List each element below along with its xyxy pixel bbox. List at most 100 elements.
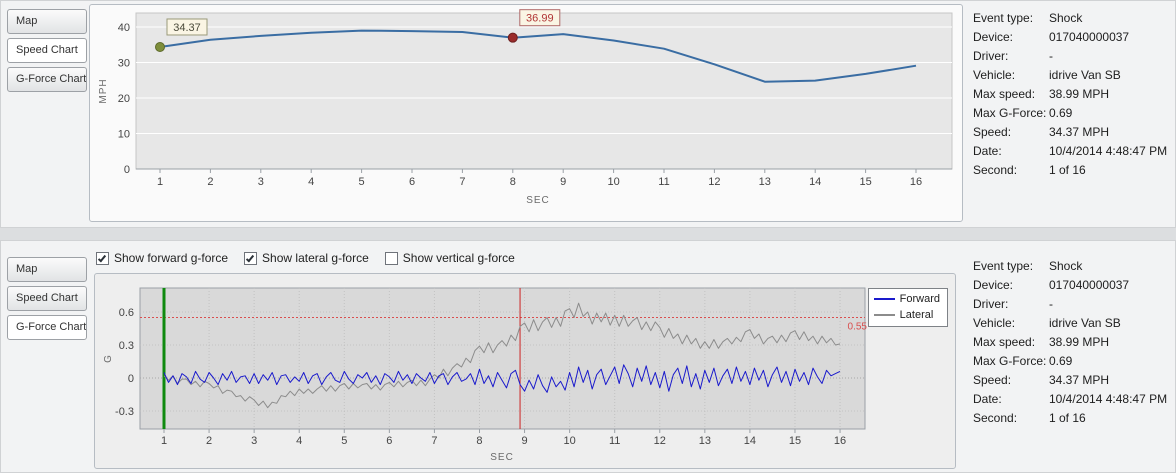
svg-text:0: 0 [128, 373, 134, 385]
svg-text:15: 15 [789, 435, 801, 447]
info-value: 0.69 [1049, 106, 1073, 120]
info-value: 0.69 [1049, 354, 1073, 368]
svg-text:20: 20 [118, 93, 130, 105]
info-row-driver: Driver: - [973, 49, 1167, 63]
gforce-checkbox-row: Show forward g-force Show lateral g-force… [96, 249, 531, 267]
svg-text:12: 12 [708, 176, 720, 188]
speed-chart: 1 2 3 4 5 6 7 8 9 10 11 12 13 14 15 16010203040MPHSEC34… [98, 9, 953, 206]
check-icon [97, 253, 107, 262]
tab-g-force-chart[interactable]: G-Force Chart [7, 67, 87, 92]
info-value: 017040000037 [1049, 278, 1130, 292]
info-label: Vehicle: [973, 68, 1016, 82]
info-value: 38.99 MPH [1049, 335, 1110, 349]
speed-chart-panel: Map Speed Chart G-Force Chart 1 2 3 4 5 6 7 8 9 10 1… [0, 0, 1176, 228]
svg-text:7: 7 [459, 176, 465, 188]
checkbox-show-forward-g-force[interactable]: Show forward g-force [96, 251, 228, 265]
tab-map[interactable]: Map [7, 257, 87, 282]
info-label: Driver: [973, 297, 1009, 311]
svg-text:6: 6 [386, 435, 392, 447]
tab-speed-chart[interactable]: Speed Chart [7, 286, 87, 311]
tab-map[interactable]: Map [7, 9, 87, 34]
svg-text:9: 9 [521, 435, 527, 447]
info-row-second: Second: 1 of 16 [973, 163, 1167, 177]
svg-text:7: 7 [431, 435, 437, 447]
checkbox-show-vertical-g-force[interactable]: Show vertical g-force [384, 251, 515, 265]
checkbox-box[interactable] [244, 251, 258, 265]
info-row-device: Device: 017040000037 [973, 278, 1167, 292]
gforce-chart-box: 0.55 1 2 3 4 5 6 7 8 9 10 11 12 13 14 15 16 -0.3 0 0.3 0.6 G S… [94, 273, 956, 469]
gforce-plot-area[interactable] [139, 287, 866, 430]
gforce-x-axis-label: SEC [490, 452, 514, 463]
info-value: - [1049, 49, 1053, 63]
tab-g-force-chart[interactable]: G-Force Chart [7, 315, 87, 340]
speed-gridlines [136, 26, 952, 134]
speed-y-tick-labels: 0 10 20 30 40 [118, 22, 130, 176]
svg-text:0.3: 0.3 [119, 340, 134, 352]
info-value: idrive Van SB [1049, 316, 1121, 330]
tab-strip-bottom: Map Speed Chart G-Force Chart [7, 257, 87, 344]
info-label: Max speed: [973, 335, 1036, 349]
info-row-max-speed: Max speed: 38.99 MPH [973, 87, 1167, 101]
info-row-speed: Speed: 34.37 MPH [973, 373, 1167, 387]
info-value: 10/4/2014 4:48:47 PM [1049, 144, 1168, 158]
svg-text:5: 5 [341, 435, 347, 447]
info-row-event-type: Event type: Shock [973, 259, 1167, 273]
svg-text:30: 30 [118, 58, 130, 70]
check-icon [245, 253, 255, 262]
svg-text:6: 6 [409, 176, 415, 188]
checkbox-box[interactable] [384, 251, 398, 265]
speed-y-axis-label: MPH [98, 78, 109, 103]
svg-text:13: 13 [699, 435, 711, 447]
speed-plot-area[interactable] [135, 12, 953, 170]
svg-text:14: 14 [809, 176, 821, 188]
gforce-legend: Forward Lateral [867, 288, 948, 327]
checkbox-show-lateral-g-force[interactable]: Show lateral g-force [244, 251, 369, 265]
svg-text:1: 1 [157, 176, 163, 188]
speed-marker-34-37[interactable] [155, 41, 165, 52]
svg-text:2: 2 [206, 435, 212, 447]
tab-strip-top: Map Speed Chart G-Force Chart [7, 9, 87, 96]
svg-text:5: 5 [359, 176, 365, 188]
speed-x-axis-label: SEC [526, 195, 550, 206]
info-value: Shock [1049, 11, 1083, 25]
checkbox-label: Show forward g-force [114, 251, 229, 265]
tab-speed-chart[interactable]: Speed Chart [7, 38, 87, 63]
info-label: Device: [973, 30, 1014, 44]
speed-line [159, 29, 917, 83]
marker-label: 34.37 [173, 22, 201, 34]
svg-text:9: 9 [560, 176, 566, 188]
svg-text:0.6: 0.6 [119, 307, 134, 319]
gforce-y-axis-label: G [103, 354, 114, 363]
event-info-bottom: Event type: Shock Device: 017040000037 Drive… [973, 259, 1167, 430]
info-row-vehicle: Vehicle: idrive Van SB [973, 68, 1167, 82]
svg-text:3: 3 [251, 435, 257, 447]
info-row-vehicle: Vehicle: idrive Van SB [973, 316, 1167, 330]
info-value: 34.37 MPH [1049, 125, 1110, 139]
legend-label: Forward [899, 293, 940, 305]
gforce-x-tick-labels: 1 2 3 4 5 6 7 8 9 10 11 12 13 14 15 16 [161, 429, 846, 447]
checkbox-box[interactable] [96, 251, 109, 265]
info-row-max-g-force: Max G-Force: 0.69 [973, 354, 1167, 368]
info-value: 10/4/2014 4:48:47 PM [1049, 392, 1168, 406]
svg-text:16: 16 [910, 176, 922, 188]
info-row-max-g-force: Max G-Force: 0.69 [973, 106, 1167, 120]
legend-label: Lateral [899, 309, 934, 321]
svg-text:14: 14 [744, 435, 756, 447]
svg-text:11: 11 [609, 435, 620, 447]
svg-text:4: 4 [296, 435, 302, 447]
info-label: Event type: [973, 259, 1034, 273]
checkbox-label: Show lateral g-force [262, 251, 369, 265]
speed-marker-36-99[interactable] [507, 32, 518, 43]
info-label: Driver: [973, 49, 1009, 63]
series-forward [163, 364, 841, 393]
svg-text:1: 1 [161, 435, 167, 447]
gforce-y-tick-labels: -0.3 0 0.3 0.6 [115, 307, 134, 418]
info-label: Max G-Force: [973, 106, 1047, 120]
gforce-chart-panel: Map Speed Chart G-Force Chart Show forward… [0, 240, 1176, 473]
info-label: Date: [973, 144, 1002, 158]
info-label: Date: [973, 392, 1002, 406]
series-lateral [163, 302, 841, 409]
svg-text:4: 4 [308, 176, 314, 188]
svg-text:10: 10 [607, 176, 619, 188]
threshold-label: 0.55 [848, 322, 868, 333]
